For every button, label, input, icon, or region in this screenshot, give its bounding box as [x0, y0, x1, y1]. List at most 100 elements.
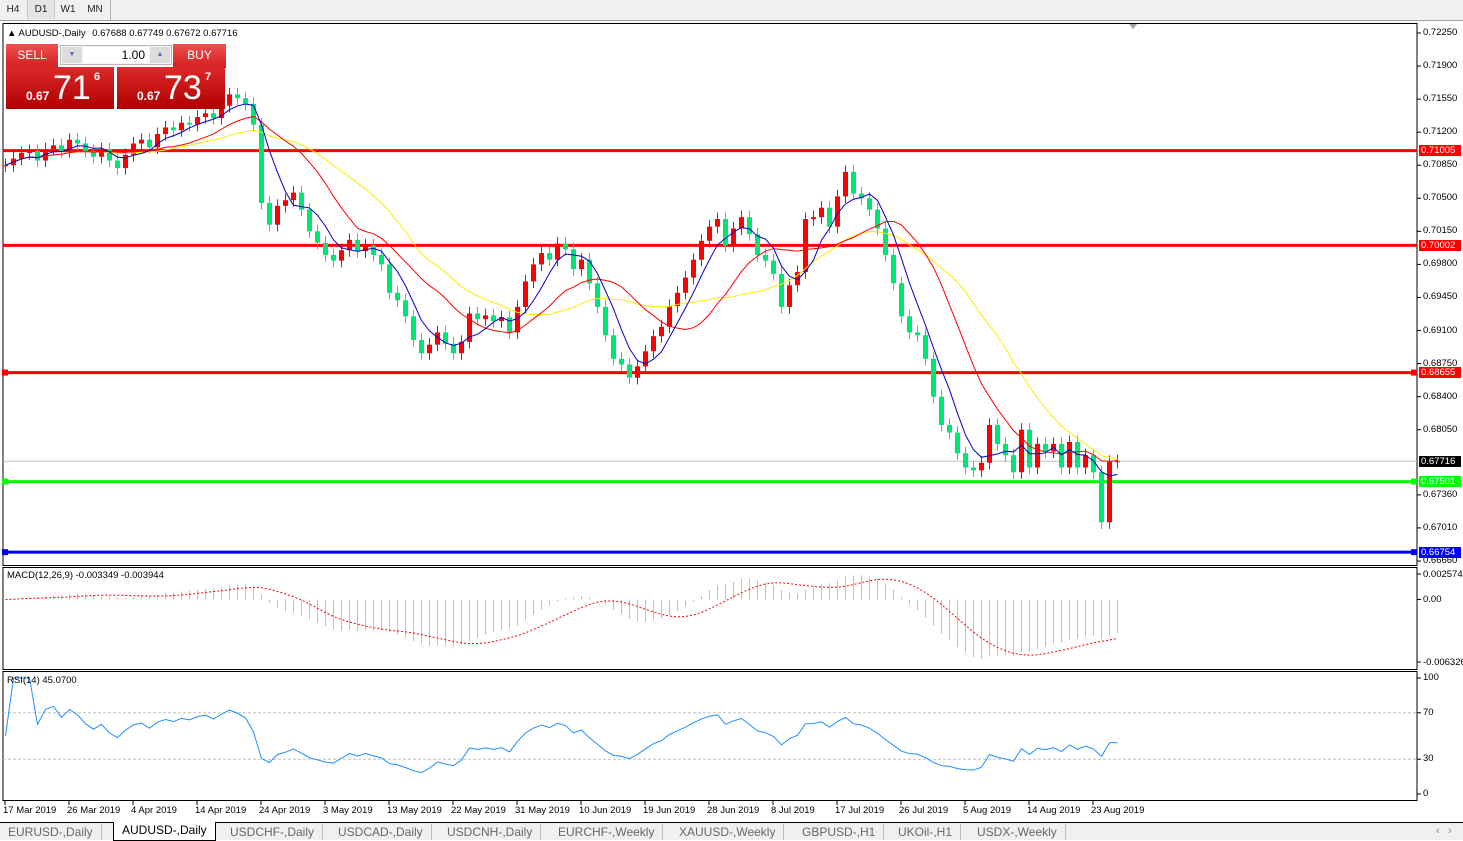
candle-body [267, 203, 272, 225]
lot-size-stepper[interactable]: ▼ 1.00 ▲ [60, 45, 172, 65]
buy-button[interactable]: BUY [173, 44, 226, 68]
price-tick-label: 0.69450 [1423, 291, 1458, 303]
candle-body [179, 122, 184, 131]
timeframe-h4-button[interactable]: H4 [6, 4, 20, 15]
macd-signal-line [5, 578, 1118, 656]
candle-body [27, 151, 32, 153]
candle-body [931, 358, 936, 397]
rsi-title: RSI(14) 45.0700 [7, 675, 77, 686]
timeframe-d1-button[interactable]: D1 [27, 0, 55, 19]
candle-body [747, 217, 752, 235]
chart-canvas[interactable] [0, 0, 1463, 822]
candle-body [139, 139, 144, 144]
rsi-axis-label: 0 [1423, 788, 1429, 799]
candle-body [1003, 443, 1008, 456]
price-tick-label: 0.71900 [1423, 60, 1458, 72]
candle-body [75, 139, 80, 144]
sell-price-box[interactable]: 0.67 71 6 [6, 67, 114, 109]
price-tick-label: 0.70150 [1423, 225, 1458, 237]
candle-body [451, 343, 456, 354]
level-anchor-handle [1411, 549, 1417, 556]
candle-body [435, 332, 440, 345]
tab-xauusd-weekly[interactable]: XAUUSD-,Weekly [671, 824, 785, 840]
candle-body [331, 254, 336, 261]
timeframe-mn-button[interactable]: MN [87, 4, 103, 15]
candle-body [115, 160, 120, 169]
candle-body [275, 205, 280, 225]
date-axis-label: 3 May 2019 [323, 805, 373, 816]
level-price-tag: 0.71005 [1419, 145, 1461, 157]
date-axis-label: 17 Jul 2019 [835, 805, 885, 816]
tab-ukoil-h1[interactable]: UKOil-,H1 [890, 824, 962, 840]
candle-body [291, 192, 296, 201]
tab-eurchf-weekly[interactable]: EURCHF-,Weekly [550, 824, 664, 840]
rsi-line [5, 677, 1118, 773]
candle-body [99, 149, 104, 157]
candle-body [1099, 472, 1104, 523]
candle-body [907, 316, 912, 333]
date-axis-label: 14 Apr 2019 [195, 805, 247, 816]
candle-body [187, 122, 192, 125]
sell-price-prefix: 0.67 [26, 89, 50, 103]
candle-body [691, 259, 696, 278]
date-axis-label: 31 May 2019 [515, 805, 570, 816]
scroll-right-icon[interactable]: › [1448, 825, 1452, 837]
tab-usdx-weekly[interactable]: USDX-,Weekly [969, 824, 1066, 840]
candle-body [891, 254, 896, 284]
macd-title: MACD(12,26,9) -0.003349 -0.003944 [7, 570, 164, 581]
buy-price-box[interactable]: 0.67 73 7 [117, 67, 225, 109]
macd-axis-label: -0.006326 [1423, 657, 1463, 668]
date-axis-label: 22 May 2019 [451, 805, 506, 816]
candle-body [875, 209, 880, 229]
price-tick-label: 0.67360 [1423, 488, 1458, 500]
scroll-left-icon[interactable]: ‹ [1436, 825, 1440, 837]
tab-audusd-daily[interactable]: AUDUSD-,Daily [113, 822, 216, 841]
candle-body [315, 231, 320, 243]
tab-gbpusd-h1[interactable]: GBPUSD-,H1 [794, 824, 885, 840]
candle-body [763, 254, 768, 261]
sell-button[interactable]: SELL [6, 44, 58, 68]
candle-body [987, 424, 992, 463]
date-axis-label: 5 Aug 2019 [963, 805, 1012, 816]
level-anchor-handle [2, 369, 8, 376]
increase-lot-icon[interactable]: ▲ [150, 47, 170, 63]
tab-usdchf-daily[interactable]: USDCHF-,Daily [222, 824, 323, 840]
candle-body [643, 351, 648, 367]
timeframe-w1-button[interactable]: W1 [60, 4, 76, 15]
candle-body [563, 243, 568, 250]
candle-body [203, 113, 208, 118]
rsi-axis-label: 30 [1423, 753, 1434, 765]
collapse-triangle-icon[interactable]: ▲ [7, 28, 17, 39]
date-axis-label: 4 Apr 2019 [131, 805, 177, 816]
candle-body [387, 264, 392, 293]
date-axis-label: 26 Mar 2019 [67, 805, 121, 816]
date-axis-label: 10 Jun 2019 [579, 805, 632, 816]
price-tick-label: 0.71200 [1423, 126, 1458, 138]
candle-body [1091, 455, 1096, 473]
candle-body [403, 300, 408, 317]
candle-body [811, 217, 816, 220]
candle-body [131, 143, 136, 155]
lot-size-input[interactable]: 1.00 [83, 47, 149, 63]
decrease-lot-icon[interactable]: ▼ [62, 47, 82, 63]
sell-price-pips: 71 [53, 69, 91, 107]
chart-shift-marker-icon[interactable] [1129, 24, 1137, 29]
ma-slow-line [5, 129, 1118, 460]
candle-body [475, 313, 480, 320]
candle-body [491, 315, 496, 322]
level-anchor-handle [2, 478, 8, 485]
rsi-axis-label: 70 [1423, 706, 1434, 718]
candle-body [339, 250, 344, 261]
candle-body [771, 260, 776, 274]
candle-body [443, 332, 448, 344]
candle-body [1027, 429, 1032, 468]
candle-body [379, 254, 384, 265]
candle-body [851, 171, 856, 194]
candle-body [283, 200, 288, 206]
tab-usdcnh-daily[interactable]: USDCNH-,Daily [439, 824, 542, 840]
tab-eurusd-daily[interactable]: EURUSD-,Daily [0, 824, 102, 840]
tab-usdcad-daily[interactable]: USDCAD-,Daily [330, 824, 432, 840]
price-tick-label: 0.68050 [1423, 423, 1458, 435]
candle-body [251, 103, 256, 125]
candle-body [59, 145, 64, 152]
